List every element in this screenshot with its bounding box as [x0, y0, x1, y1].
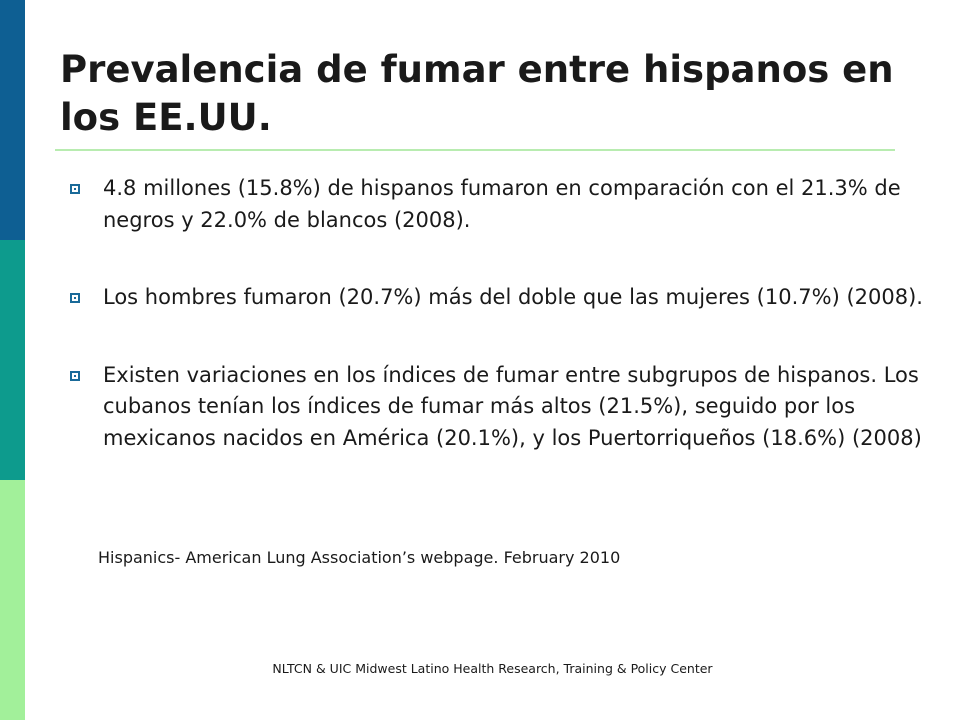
source-citation: Hispanics- American Lung Association’s w… — [98, 548, 621, 567]
bullet-text: 4.8 millones (15.8%) de hispanos fumaron… — [103, 176, 901, 232]
bullet-item: 4.8 millones (15.8%) de hispanos fumaron… — [70, 173, 930, 236]
side-bar-bottom — [0, 480, 25, 720]
side-bar-middle — [0, 240, 25, 480]
bullet-item: Existen variaciones en los índices de fu… — [70, 360, 930, 455]
bullet-text: Existen variaciones en los índices de fu… — [103, 362, 922, 450]
title-divider — [55, 149, 895, 151]
bullet-list: 4.8 millones (15.8%) de hispanos fumaron… — [70, 173, 930, 454]
square-bullet-icon — [70, 370, 80, 381]
bullet-text: Los hombres fumaron (20.7%) más del dobl… — [103, 285, 923, 309]
square-bullet-icon — [70, 184, 80, 194]
slide-title: Prevalencia de fumar entre hispanos en l… — [60, 48, 894, 139]
side-bar-top — [0, 0, 25, 240]
footer-text: NLTCN & UIC Midwest Latino Health Resear… — [272, 661, 713, 676]
bullet-item: Los hombres fumaron (20.7%) más del dobl… — [70, 282, 930, 314]
square-bullet-icon — [70, 293, 80, 303]
